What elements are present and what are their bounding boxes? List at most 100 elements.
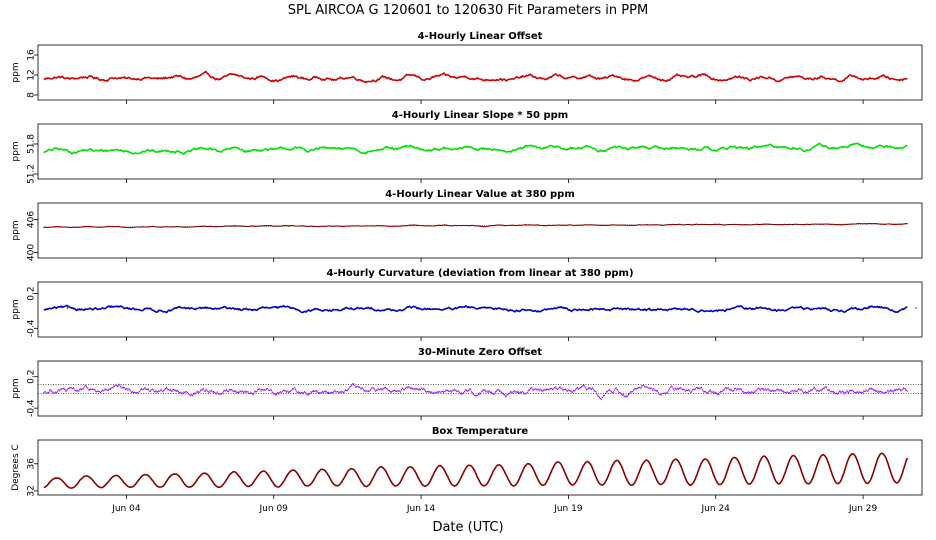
data-point [700,387,702,389]
data-point [106,389,108,391]
data-point [258,225,260,227]
data-point [677,223,679,225]
data-point [91,226,93,228]
data-point [367,390,369,392]
data-point [283,225,285,227]
data-point [192,393,194,395]
data-point [153,225,155,227]
data-point [230,225,232,227]
data-point [452,225,454,227]
y-tick-label: 51.2 [27,164,37,184]
data-point [391,391,393,393]
data-point [419,225,421,227]
data-point [366,225,368,227]
data-point [782,390,784,392]
data-point [98,391,100,393]
data-point [862,223,864,225]
data-point [55,226,57,228]
data-point [338,225,340,227]
data-point [97,391,99,393]
data-point [837,393,839,395]
data-point [412,224,414,226]
data-point [393,225,395,227]
data-point [636,388,638,390]
data-point [222,391,224,393]
data-point [698,388,700,390]
data-point [665,224,667,226]
data-point [337,391,339,393]
data-point [488,391,490,393]
data-point [434,391,436,393]
data-point [55,391,57,393]
data-point [811,389,813,391]
data-point [389,225,391,227]
data-point [534,388,536,390]
data-point [312,225,314,227]
data-point [404,225,406,227]
data-point [534,224,536,226]
data-point [709,224,711,226]
data-point [624,395,626,397]
data-point [854,392,856,394]
data-point [579,224,581,226]
data-point [555,224,557,226]
data-point [163,389,165,391]
data-point [878,391,880,393]
data-point [187,393,189,395]
data-point [905,390,907,392]
data-point [610,224,612,226]
data-point [414,224,416,226]
data-point [574,225,576,227]
data-point [612,392,614,394]
data-point [496,224,498,226]
data-point [638,224,640,226]
data-point [98,391,100,393]
data-point [592,224,594,226]
data-point [232,225,234,227]
data-point [803,224,805,226]
data-point [44,226,46,228]
data-point [255,391,257,393]
data-point [751,391,753,393]
data-point [696,223,698,225]
data-point [584,224,586,226]
data-point [370,225,372,227]
data-point [300,391,302,393]
data-point [362,387,364,389]
data-point [628,394,630,396]
data-point [341,391,343,393]
data-point [476,394,478,396]
data-point [446,389,448,391]
data-point [227,391,229,393]
data-point [747,224,749,226]
data-point [362,225,364,227]
data-point [434,225,436,227]
data-point [454,388,456,390]
data-point [304,225,306,227]
data-point [759,389,761,391]
data-point [874,223,876,225]
data-point [639,224,641,226]
data-point [577,224,579,226]
data-point [809,390,811,392]
data-point [375,225,377,227]
data-point [277,392,279,394]
data-point [436,224,438,226]
data-point [868,307,870,309]
data-point [153,225,155,227]
y-tick-label: 0.2 [27,286,37,300]
data-point [595,392,597,394]
data-point [802,391,804,393]
data-point [559,224,561,226]
data-point [839,224,841,226]
data-point [405,225,407,227]
data-point [151,388,153,390]
data-point [289,225,291,227]
data-point [393,389,395,391]
data-point [424,389,426,391]
data-point [59,226,61,228]
data-point [858,222,860,224]
data-point [225,225,227,227]
data-point [576,387,578,389]
